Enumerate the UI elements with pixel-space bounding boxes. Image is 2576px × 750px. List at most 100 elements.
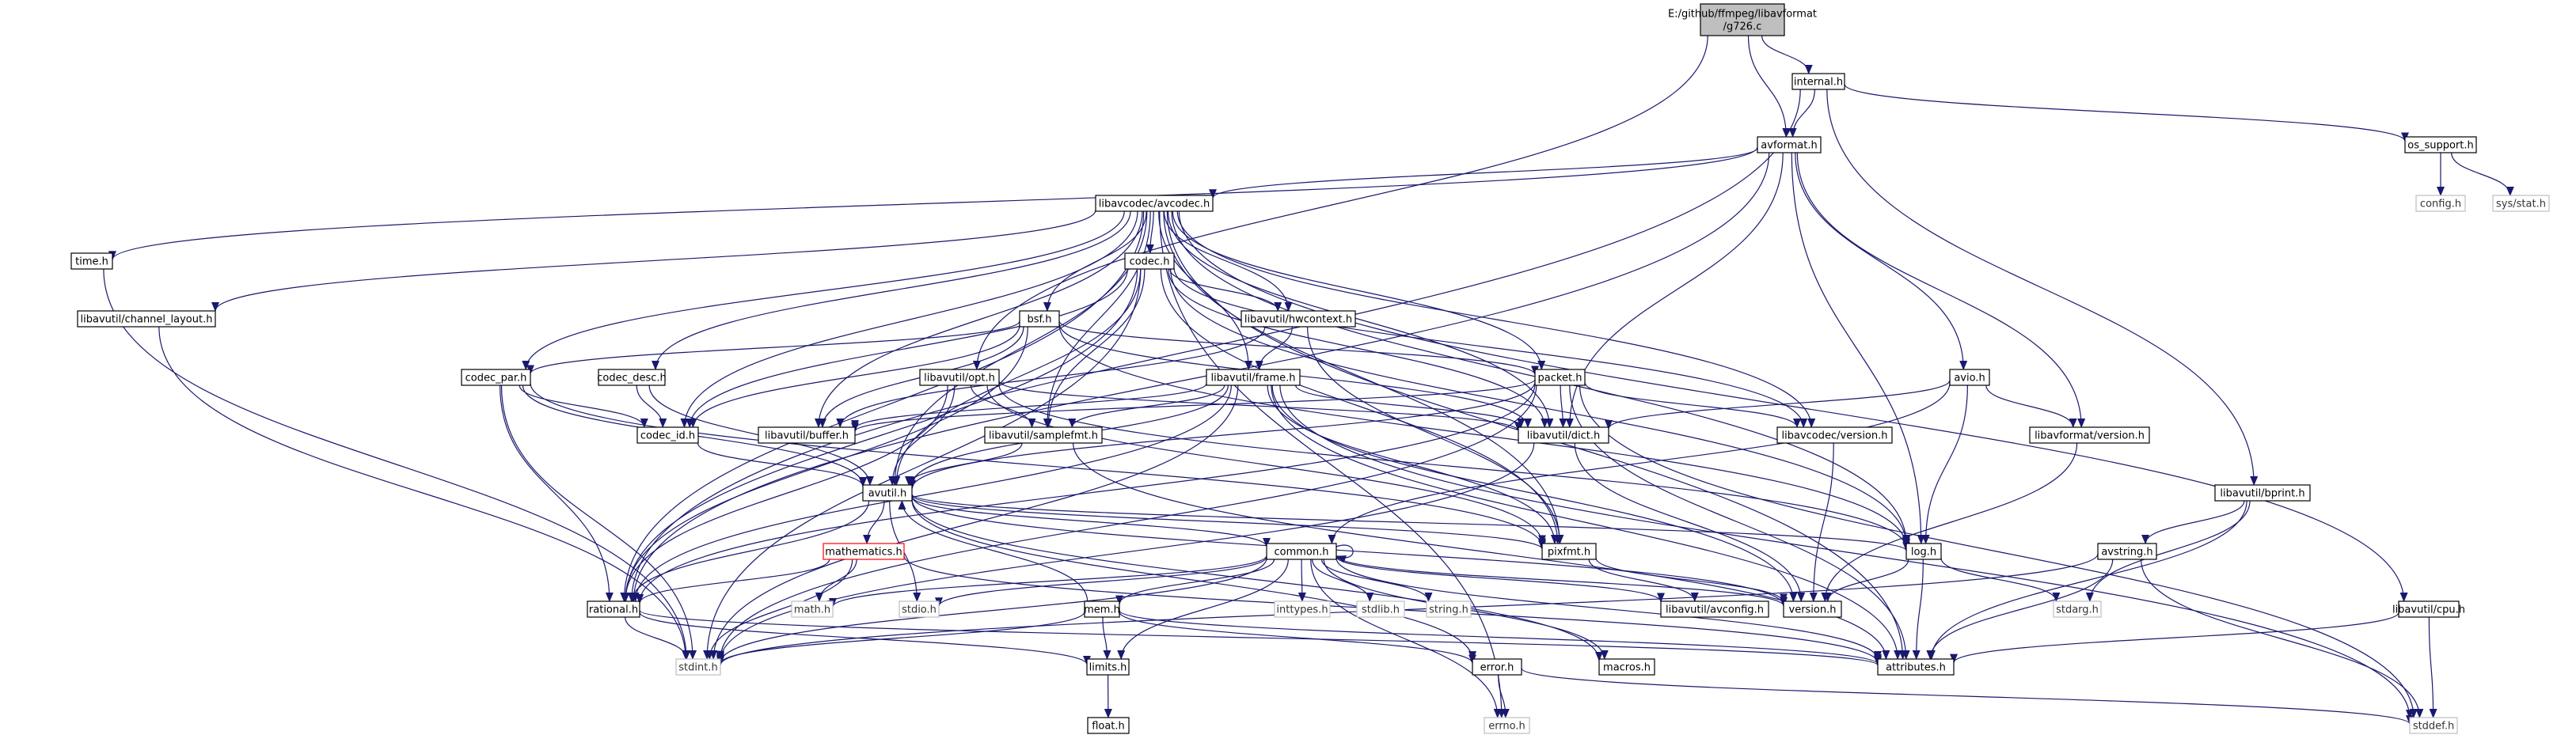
node-label: libavutil/avconfig.h	[1666, 604, 1764, 616]
node-float[interactable]: float.h	[1087, 717, 1130, 734]
node-opt[interactable]: libavutil/opt.h	[919, 369, 1000, 386]
edge-avutil-to-error	[911, 499, 1476, 661]
edge-codec-to-pixfmt	[1160, 268, 1562, 544]
edge-avcodec-to-rational	[620, 210, 1145, 602]
node-avformat[interactable]: avformat.h	[1757, 136, 1822, 153]
edge-codec-to-rational	[621, 268, 1138, 602]
edge-avstring-to-attributes	[1926, 559, 2114, 660]
node-packet[interactable]: packet.h	[1534, 369, 1586, 386]
edge-frame-to-attributes	[1271, 384, 1902, 660]
edge-packet-to-rational	[636, 383, 1536, 604]
node-codec-par[interactable]: codec_par.h	[461, 369, 531, 386]
node-common[interactable]: common.h	[1266, 543, 1337, 560]
node-label: string.h	[1429, 604, 1468, 616]
node-pixfmt[interactable]: pixfmt.h	[1541, 543, 1597, 560]
edge-mem-to-stdint	[716, 611, 1085, 665]
edge-frame-to-stdint	[709, 384, 1239, 660]
node-rational[interactable]: rational.h	[587, 600, 640, 618]
edge-bprint-to-stdarg	[2085, 500, 2251, 602]
node-attributes[interactable]: attributes.h	[1877, 658, 1955, 676]
edge-hwcontext-to-frame	[1255, 326, 1293, 370]
node-buffer[interactable]: libavutil/buffer.h	[758, 426, 856, 444]
node-label: attributes.h	[1886, 662, 1946, 674]
node-os-support[interactable]: os_support.h	[2404, 136, 2477, 153]
edge-bprint-to-avstring	[2141, 500, 2245, 544]
node-label: libavcodec/avcodec.h	[1099, 199, 1210, 210]
node-avformat-version[interactable]: libavformat/version.h	[2029, 426, 2150, 444]
node-version[interactable]: version.h	[1783, 600, 1842, 618]
node-label: codec_id.h	[640, 430, 695, 442]
node-frame[interactable]: libavutil/frame.h	[1206, 369, 1301, 386]
edge-mem-to-attributes	[1119, 610, 1882, 665]
edge-rational-to-stdint	[625, 616, 691, 660]
edge-cpu-to-attributes	[1950, 612, 2399, 664]
node-label: libavutil/cpu.h	[2392, 604, 2465, 616]
edge-avcodec-to-buffer	[815, 210, 1143, 428]
edge-dict-to-stdint	[716, 442, 1535, 662]
node-avconfig[interactable]: libavutil/avconfig.h	[1660, 600, 1769, 618]
node-label: sys/stat.h	[2496, 199, 2546, 210]
edge-pixfmt-to-avconfig	[1588, 559, 1699, 602]
node-label: version.h	[1789, 604, 1837, 616]
edge-common-to-string	[1320, 559, 1433, 602]
node-label: avformat.h	[1761, 140, 1817, 152]
node-label: pixfmt.h	[1548, 547, 1590, 559]
edge-avcodec-to-channel_layout	[211, 210, 1096, 312]
edge-avcodec-to-packet	[1172, 210, 1546, 370]
edge-time-to-stdint	[103, 268, 691, 660]
node-channel-layout[interactable]: libavutil/channel_layout.h	[77, 310, 216, 328]
node-avstring[interactable]: avstring.h	[2097, 543, 2157, 560]
node-avcodec-version[interactable]: libavcodec/version.h	[1776, 426, 1893, 444]
node-string: string.h	[1426, 600, 1472, 618]
node-avutil[interactable]: avutil.h	[862, 484, 913, 502]
edge-bsf-to-packet	[1058, 320, 1539, 376]
node-internal[interactable]: internal.h	[1791, 73, 1845, 90]
edge-codec-to-samplefmt	[1044, 268, 1146, 428]
node-mathematics[interactable]: mathematics.h	[823, 543, 905, 560]
edge-avio-to-avformat_version	[1985, 384, 2077, 428]
node-hwcontext[interactable]: libavutil/hwcontext.h	[1241, 310, 1356, 328]
node-avcodec[interactable]: libavcodec/avcodec.h	[1095, 195, 1214, 212]
edge-frame-to-dict	[1295, 384, 1525, 428]
node-codec[interactable]: codec.h	[1124, 252, 1175, 270]
node-cpu[interactable]: libavutil/cpu.h	[2392, 600, 2465, 618]
edge-codec_par-to-rational	[500, 384, 614, 602]
edge-packet-to-stddef	[1579, 384, 2418, 718]
edge-mem-to-error	[1119, 611, 1476, 665]
node-avio[interactable]: avio.h	[1949, 369, 1990, 386]
edge-codec_par-to-codec_id	[519, 384, 648, 428]
edge-common-to-stdio	[935, 556, 1267, 608]
edge-channel_layout-to-stdint	[158, 326, 690, 660]
edge-avcodec-to-samplefmt	[1043, 210, 1151, 428]
node-codec-id[interactable]: codec_id.h	[636, 426, 699, 444]
edge-rational-to-limits	[639, 612, 1091, 665]
edge-codec-to-log	[1170, 268, 1910, 546]
node-bprint[interactable]: libavutil/bprint.h	[2214, 484, 2311, 502]
edge-avcodec-to-dict	[1168, 210, 1554, 428]
edge-common-to-limits	[1117, 559, 1289, 660]
node-label: mem.h	[1084, 604, 1120, 616]
node-bsf[interactable]: bsf.h	[1019, 310, 1060, 328]
node-dict[interactable]: libavutil/dict.h	[1518, 426, 1609, 444]
node-stdint: stdint.h	[675, 658, 721, 676]
edge-frame-to-buffer	[851, 383, 1207, 430]
edge-avformat-to-avio	[1795, 152, 1968, 370]
edge-frame-to-samplefmt	[1068, 384, 1225, 428]
node-samplefmt[interactable]: libavutil/samplefmt.h	[984, 426, 1103, 444]
edge-opt-to-pixfmt	[986, 384, 1546, 545]
node-label: stdlib.h	[1362, 604, 1400, 616]
node-root[interactable]: E:/github/ffmpeg/libavformat/g726.c	[1668, 3, 1817, 36]
edge-common-to-inttypes	[1297, 559, 1306, 602]
edge-avstring-to-stdint	[716, 553, 2099, 666]
node-log[interactable]: log.h	[1905, 543, 1942, 560]
node-mem[interactable]: mem.h	[1084, 600, 1120, 618]
edge-log-to-attributes	[1912, 559, 1924, 660]
node-limits[interactable]: limits.h	[1086, 658, 1130, 676]
edge-bprint-to-attributes	[1927, 500, 2247, 660]
edge-avio-to-common	[1328, 382, 1951, 544]
edge-codec-to-avutil	[892, 268, 1142, 486]
node-macros[interactable]: macros.h	[1598, 658, 1655, 676]
node-error[interactable]: error.h	[1472, 658, 1522, 676]
node-time[interactable]: time.h	[70, 252, 113, 270]
node-codec-desc[interactable]: codec_desc.h	[597, 369, 667, 386]
